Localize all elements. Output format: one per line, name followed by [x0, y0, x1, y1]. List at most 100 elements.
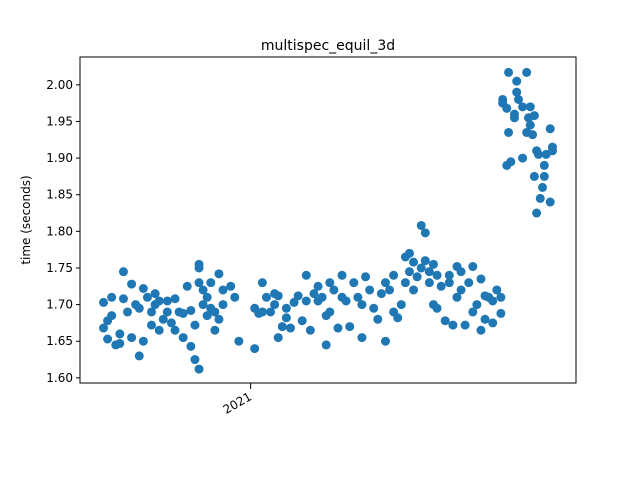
point [468, 262, 478, 272]
point [522, 67, 532, 77]
point [428, 259, 438, 269]
point [107, 292, 117, 302]
point [293, 291, 303, 301]
point [202, 292, 212, 302]
point [532, 208, 542, 218]
point [341, 296, 351, 306]
point [460, 320, 470, 330]
point [373, 314, 383, 324]
point [504, 127, 514, 137]
point [480, 314, 490, 324]
point [361, 272, 371, 282]
point [393, 313, 403, 323]
y-tick-label: 1.95 [46, 114, 73, 128]
point [285, 323, 295, 333]
point [432, 270, 442, 280]
point [409, 257, 419, 267]
point [214, 314, 224, 324]
point [162, 307, 172, 317]
point [529, 171, 539, 181]
point [369, 303, 379, 313]
point [525, 102, 535, 112]
point [432, 303, 442, 313]
point [123, 307, 133, 317]
point [214, 269, 224, 279]
chart-title: multispec_equil_3d [261, 38, 395, 54]
point [257, 278, 267, 288]
point [400, 278, 410, 288]
point [476, 325, 486, 335]
point [321, 340, 331, 350]
point [218, 285, 228, 295]
point [210, 307, 220, 317]
point [198, 300, 208, 310]
point [194, 278, 204, 288]
y-tick-label: 1.60 [46, 371, 73, 385]
y-tick-label: 1.85 [46, 188, 73, 202]
point [333, 323, 343, 333]
point [325, 278, 335, 288]
point [178, 333, 188, 343]
point [178, 308, 188, 318]
point [107, 311, 117, 321]
point [496, 308, 506, 318]
point [436, 281, 446, 291]
point [512, 87, 522, 97]
point [170, 325, 180, 335]
point [270, 300, 280, 310]
point [472, 300, 482, 310]
point [202, 311, 212, 321]
point [186, 305, 196, 315]
point [456, 267, 466, 277]
point [514, 94, 524, 104]
point [198, 285, 208, 295]
point [420, 228, 430, 238]
point [281, 303, 291, 313]
point [452, 292, 462, 302]
y-tick-label: 1.90 [46, 151, 73, 165]
point [404, 267, 414, 277]
point [353, 292, 363, 302]
point [309, 289, 319, 299]
point [518, 153, 528, 163]
point [325, 307, 335, 317]
point [166, 318, 176, 328]
point [476, 274, 486, 284]
point [545, 124, 555, 134]
point [525, 120, 535, 130]
point [162, 296, 172, 306]
point [150, 289, 160, 299]
point [257, 307, 267, 317]
point [528, 130, 538, 140]
point [127, 333, 137, 343]
point [504, 67, 514, 77]
point [337, 270, 347, 280]
point [512, 76, 522, 86]
point [289, 297, 299, 307]
point [518, 102, 528, 112]
point [496, 292, 506, 302]
point [345, 322, 355, 332]
point [186, 341, 196, 351]
point [412, 272, 422, 282]
point [448, 320, 458, 330]
point [313, 281, 323, 291]
point [380, 336, 390, 346]
point [103, 334, 113, 344]
y-tick-label: 1.65 [46, 334, 73, 348]
point [250, 344, 260, 354]
point [538, 182, 548, 192]
point [404, 248, 414, 258]
point [424, 278, 434, 288]
point [376, 289, 386, 299]
point [506, 157, 516, 167]
point [170, 294, 180, 304]
point [234, 336, 244, 346]
point [158, 314, 168, 324]
point [301, 296, 311, 306]
point [357, 300, 367, 310]
point [529, 111, 539, 121]
point [118, 267, 128, 277]
